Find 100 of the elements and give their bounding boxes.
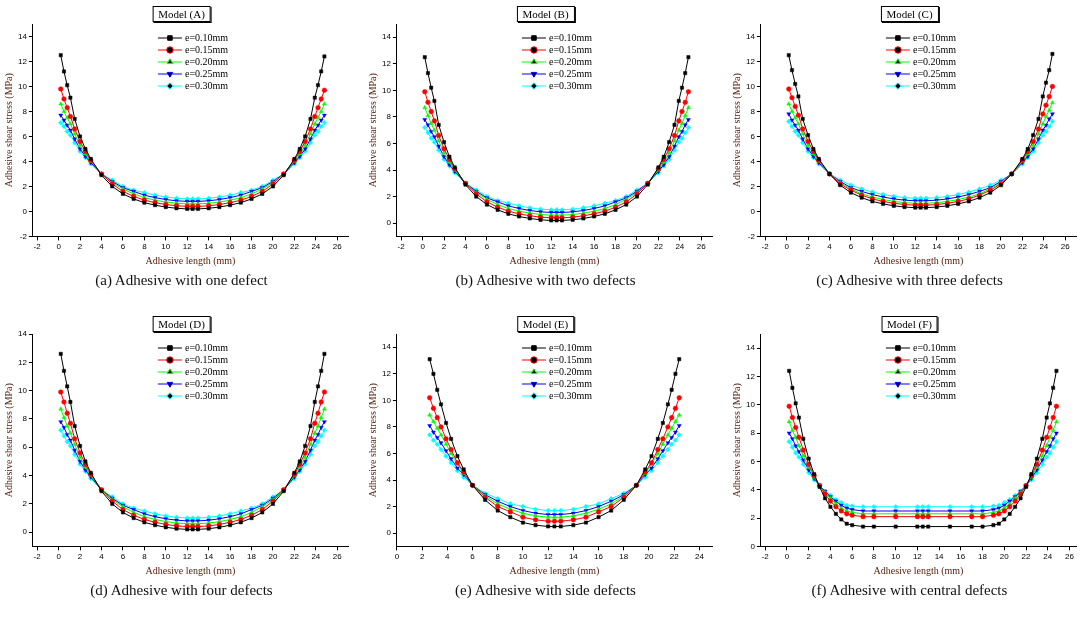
y-tick-label: 8 — [386, 112, 392, 122]
x-tick-label: 22 — [289, 552, 300, 562]
x-tick-label: 10 — [891, 552, 901, 562]
x-tick-label: 2 — [419, 552, 425, 562]
y-tick-label: 10 — [381, 85, 392, 95]
y-tick-label: 12 — [745, 371, 756, 381]
x-tick-label: 16 — [589, 242, 600, 252]
chart-title: Model (D) — [152, 316, 211, 332]
x-tick-label: 20 — [268, 242, 278, 252]
legend-label: e=0.10mm — [184, 31, 229, 43]
x-tick-label: -2 — [761, 552, 770, 562]
y-tick-label: 2 — [386, 501, 392, 511]
y-tick-label: 0 — [386, 218, 392, 228]
x-tick-label: 8 — [506, 242, 512, 252]
x-tick-label: 22 — [289, 242, 300, 252]
text: (e) Adhesive with side defects — [454, 582, 637, 599]
x-tick-label: 2 — [441, 242, 447, 252]
x-tick-label: 16 — [225, 552, 236, 562]
x-tick-label: 12 — [546, 242, 557, 252]
y-tick-label: 8 — [22, 106, 28, 116]
x-tick-label: 6 — [120, 242, 126, 252]
x-tick-label: 26 — [1060, 242, 1071, 252]
legend-label: e=0.10mm — [184, 341, 229, 353]
y-tick-label: 6 — [386, 448, 392, 458]
y-tick-label: 2 — [22, 499, 28, 509]
chart-title: Model (A) — [152, 6, 211, 22]
x-tick-label: 0 — [784, 242, 790, 252]
legend-label: e=0.10mm — [548, 341, 593, 353]
x-tick-label: 16 — [953, 242, 964, 252]
y-tick-label: 14 — [745, 31, 756, 41]
legend-label: e=0.15mm — [912, 43, 957, 55]
y-tick-label: 0 — [22, 527, 28, 537]
y-tick-label: 2 — [750, 181, 756, 191]
legend-label: e=0.20mm — [548, 55, 593, 67]
y-tick-label: 10 — [745, 400, 756, 409]
x-axis-title: Adhesive length (mm) — [145, 254, 236, 267]
y-tick-label: 12 — [17, 56, 28, 66]
x-tick-label: 18 — [619, 552, 629, 562]
legend-label: e=0.30mm — [548, 389, 593, 401]
legend-label: e=0.30mm — [184, 389, 229, 401]
y-tick-label: 10 — [17, 385, 28, 395]
x-tick-label: 14 — [932, 242, 942, 252]
legend-label: e=0.25mm — [548, 377, 593, 389]
x-tick-label: 18 — [975, 242, 985, 252]
chart-title: Model (C) — [880, 6, 939, 22]
x-tick-label: 16 — [225, 242, 236, 252]
legend-label: e=0.20mm — [912, 365, 957, 377]
x-axis-title: Adhesive length (mm) — [873, 564, 964, 577]
x-tick-label: -2 — [397, 242, 406, 252]
y-tick-label: 14 — [381, 342, 392, 352]
y-tick-label: 6 — [22, 131, 28, 141]
x-tick-label: 24 — [311, 242, 321, 252]
y-tick-label: 6 — [750, 131, 756, 141]
y-tick-label: 0 — [750, 206, 756, 216]
y-tick-label: 12 — [381, 59, 392, 69]
y-tick-label: -2 — [19, 231, 28, 241]
x-tick-label: 4 — [445, 552, 451, 562]
y-axis-title: Adhesive shear stress (MPa) — [730, 383, 743, 498]
y-tick-label: 6 — [22, 442, 28, 452]
y-tick-label: 8 — [386, 422, 392, 432]
x-axis-title: Adhesive length (mm) — [509, 564, 600, 577]
x-tick-label: 8 — [871, 552, 877, 562]
text: (a) Adhesive with one defect — [94, 272, 269, 289]
x-tick-label: 16 — [956, 552, 966, 562]
legend-label: e=0.15mm — [548, 43, 593, 55]
text: (c) Adhesive with three defects — [815, 272, 1004, 289]
text: (b) Adhesive with two defects — [454, 272, 637, 289]
legend-label: e=0.25mm — [912, 67, 957, 79]
y-tick-label: 4 — [750, 484, 756, 494]
x-tick-label: 10 — [161, 242, 171, 252]
x-tick-label: 20 — [996, 242, 1006, 252]
x-tick-label: 16 — [594, 552, 604, 562]
x-tick-label: 14 — [204, 242, 214, 252]
x-tick-label: -2 — [761, 242, 770, 252]
y-tick-label: 4 — [750, 156, 756, 166]
y-tick-label: 10 — [17, 81, 28, 91]
y-tick-label: 2 — [386, 191, 392, 201]
x-tick-label: 2 — [77, 242, 83, 252]
x-tick-label: 20 — [632, 242, 642, 252]
y-tick-label: 4 — [22, 156, 28, 166]
text: (f) Adhesive with central defects — [810, 582, 1009, 599]
x-tick-label: 18 — [611, 242, 621, 252]
x-tick-label: 20 — [999, 552, 1010, 562]
y-tick-label: 14 — [745, 343, 756, 353]
y-tick-label: 6 — [750, 456, 756, 466]
text: (d) Adhesive with four defects — [89, 582, 274, 599]
x-tick-label: 4 — [828, 552, 834, 562]
x-tick-label: 14 — [568, 242, 578, 252]
x-tick-label: 14 — [204, 552, 214, 562]
y-tick-label: 8 — [750, 106, 756, 116]
x-axis-title: Adhesive length (mm) — [873, 254, 964, 267]
y-tick-label: 8 — [22, 414, 28, 424]
x-tick-label: 12 — [910, 242, 921, 252]
y-tick-label: 0 — [22, 206, 28, 216]
x-tick-label: 24 — [1039, 242, 1049, 252]
x-tick-label: 10 — [525, 242, 535, 252]
x-tick-label: 6 — [120, 552, 126, 562]
legend-label: e=0.15mm — [548, 353, 593, 365]
x-tick-label: 0 — [420, 242, 426, 252]
legend-label: e=0.15mm — [184, 43, 229, 55]
